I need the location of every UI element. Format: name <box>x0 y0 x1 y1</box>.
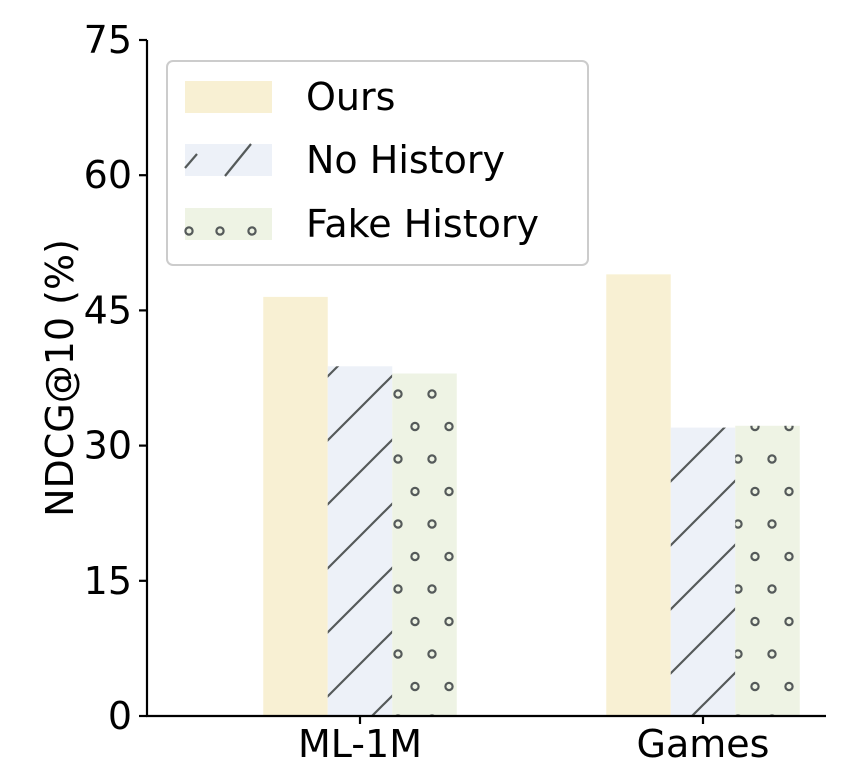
legend-item-ours: Ours <box>185 75 395 119</box>
legend-item-fake-history: Fake History <box>184 202 539 246</box>
legend-circle-marker <box>215 226 225 236</box>
x-tick-label: ML-1M <box>298 722 422 766</box>
bars-group <box>263 274 800 716</box>
y-tick-label: 0 <box>108 694 132 738</box>
bar-fake-history-games <box>735 425 800 716</box>
bar-fake-history-ml-1m <box>392 373 457 716</box>
y-tick-label: 60 <box>84 153 132 197</box>
bar-no-history-ml-1m <box>327 366 393 716</box>
legend-frame <box>166 60 589 266</box>
y-tick-label: 45 <box>84 288 132 332</box>
legend-swatch <box>185 81 272 113</box>
legend-hatch-line <box>184 153 198 169</box>
bar-ours-games <box>606 274 671 716</box>
axes-group <box>145 40 826 718</box>
y-tick-label: 15 <box>84 559 132 603</box>
y-tick-label: 30 <box>84 424 132 468</box>
legend: Ours No History Fake History <box>166 60 589 266</box>
legend-circle-marker <box>247 226 257 236</box>
bar-no-history-games <box>670 427 736 716</box>
legend-label: No History <box>306 138 505 182</box>
legend-swatch <box>185 208 272 240</box>
bar-ours-ml-1m <box>263 296 328 716</box>
legend-label: Ours <box>306 75 395 119</box>
legend-hatch-line <box>224 143 252 177</box>
y-tick-label: 75 <box>84 18 132 62</box>
legend-circle-marker <box>184 226 194 236</box>
y-ticks-group: 0 15 30 45 60 75 <box>84 18 147 738</box>
x-tick-label: Games <box>637 722 770 766</box>
legend-item-no-history: No History <box>184 138 505 182</box>
y-axis-title: NDCG@10 (%) <box>38 239 82 517</box>
x-ticks-group: ML-1M Games <box>298 716 769 766</box>
legend-label: Fake History <box>306 202 539 246</box>
